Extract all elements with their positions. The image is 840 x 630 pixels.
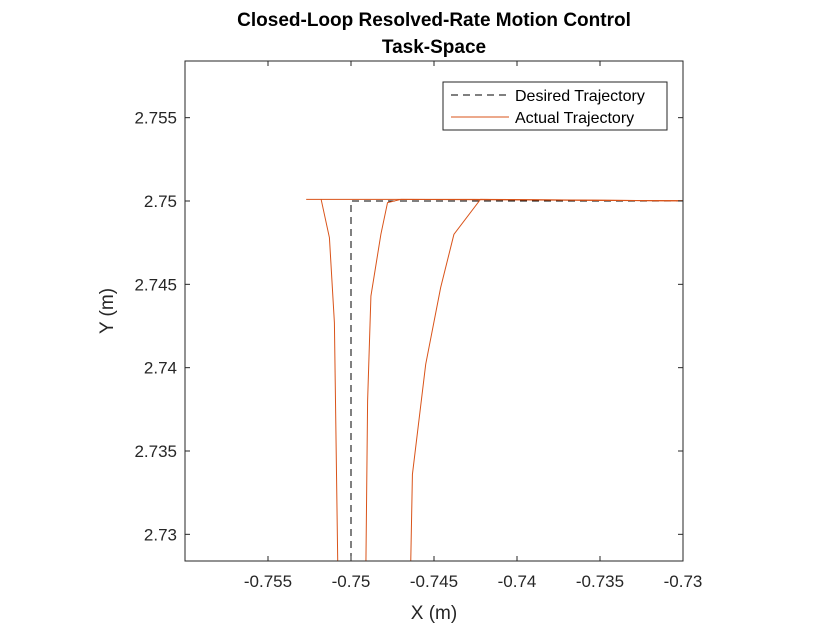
x-tick-label: -0.745	[410, 572, 458, 591]
x-tick-label: -0.74	[498, 572, 537, 591]
data-lines	[306, 198, 683, 561]
legend-label-actual: Actual Trajectory	[515, 110, 634, 127]
y-tick-label: 2.755	[134, 109, 177, 128]
y-tick-label: 2.745	[134, 275, 177, 294]
y-axis-ticks: 2.73 2.735 2.74 2.745 2.75 2.755	[134, 109, 683, 544]
x-tick-label: -0.755	[244, 572, 292, 591]
x-tick-label: -0.73	[664, 572, 703, 591]
legend-box	[442, 81, 668, 131]
series-line-desired-trajectory	[350, 200, 683, 561]
legend-label-desired: Desired Trajectory	[515, 88, 645, 105]
plot-area	[185, 61, 683, 561]
y-tick-label: 2.75	[144, 192, 177, 211]
x-axis-ticks: -0.755 -0.75 -0.745 -0.74 -0.735 -0.73	[244, 61, 702, 591]
y-tick-label: 2.73	[144, 525, 177, 544]
series-line-actual-trajectory-2	[365, 198, 683, 561]
y-tick-label: 2.735	[134, 442, 177, 461]
chart-title-line-1: Closed-Loop Resolved-Rate Motion Control	[237, 10, 631, 31]
x-axis-label: X (m)	[411, 603, 457, 624]
legend: Desired Trajectory Actual Trajectory	[442, 81, 668, 131]
y-tick-label: 2.74	[144, 359, 177, 378]
x-tick-label: -0.75	[332, 572, 371, 591]
chart-title-line-2: Task-Space	[382, 37, 486, 58]
series-line-actual-trajectory-3	[410, 198, 683, 561]
y-axis-label: Y (m)	[97, 288, 118, 334]
x-tick-label: -0.735	[576, 572, 624, 591]
